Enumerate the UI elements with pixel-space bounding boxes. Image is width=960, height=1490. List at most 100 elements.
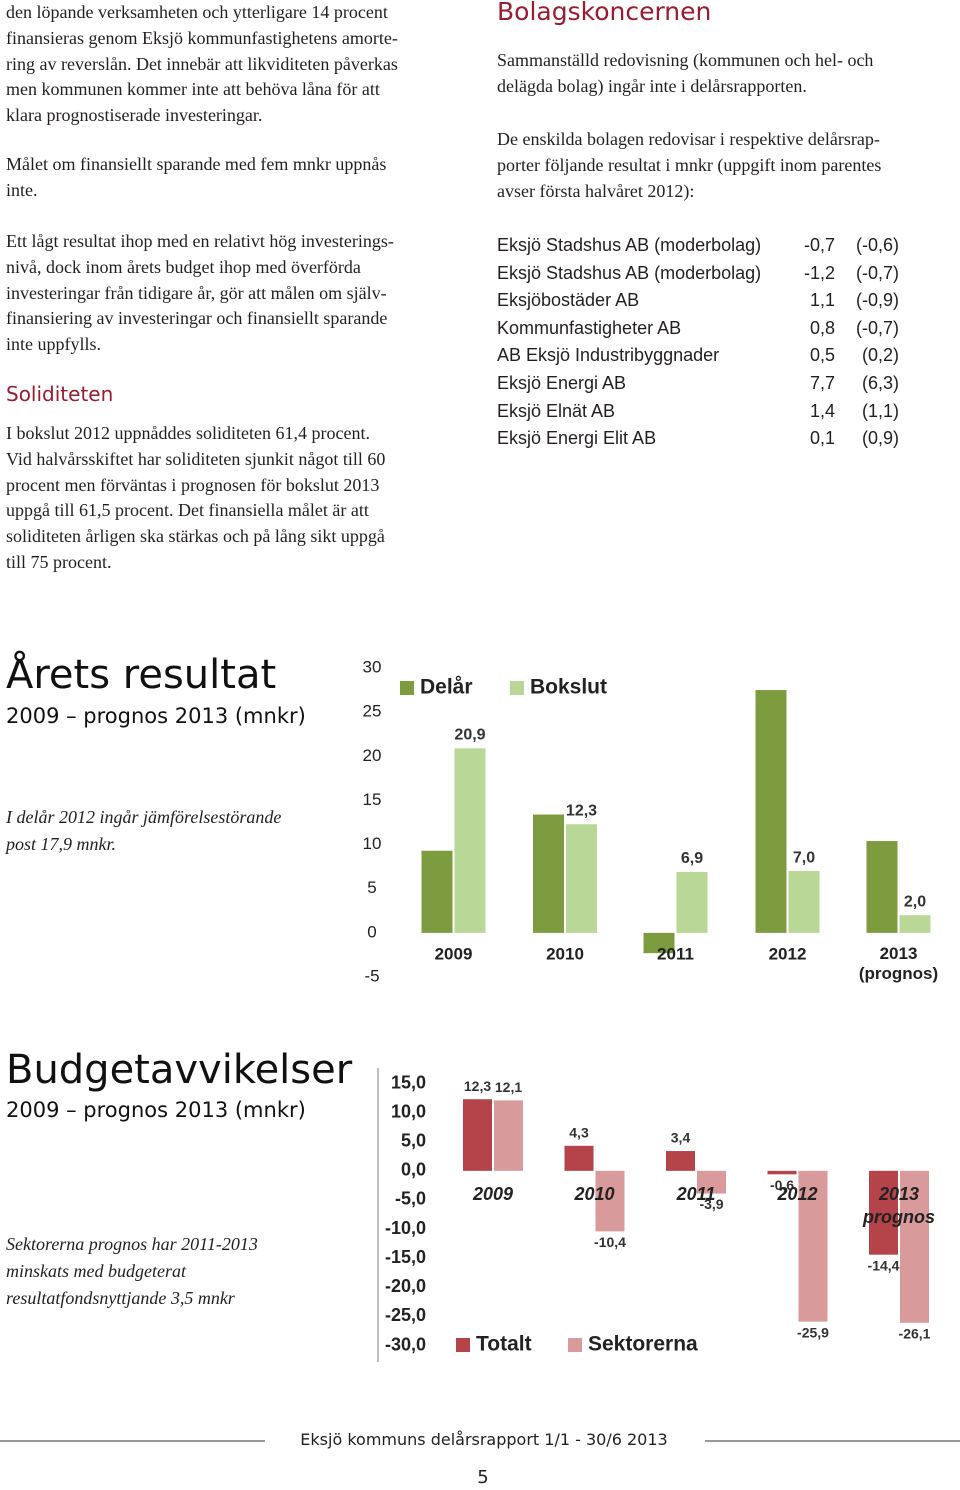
note-line: I delår 2012 ingår jämförelsestörande [6, 807, 282, 827]
y-tick-label: 5 [367, 878, 376, 897]
text-line: Vid halvårsskiftet har soliditeten sjunk… [6, 448, 386, 469]
x-tick-label: 2012 [776, 1184, 817, 1204]
legend-swatch [568, 1338, 582, 1352]
bar [899, 915, 931, 933]
value-label: -0,6 [770, 1177, 794, 1193]
text-line: finansiering av investeringar och finans… [6, 308, 388, 329]
previous-value: (-0,9) [855, 290, 899, 311]
result-value: 0,8 [809, 317, 835, 338]
heading: Soliditeten [6, 382, 114, 406]
y-tick-label: 20 [363, 746, 382, 765]
bar [666, 1151, 695, 1171]
table-row: Kommunfastigheter AB 0,8 (-0,7) [497, 315, 907, 343]
value-label: 3,4 [671, 1130, 691, 1146]
value-label: 20,9 [454, 727, 485, 744]
legend-label: Bokslut [530, 676, 607, 699]
result-value: -0,7 [803, 235, 835, 255]
bar [900, 1170, 929, 1323]
note-line: minskats med budgeterat [6, 1261, 186, 1281]
result-value: -1,2 [803, 262, 835, 283]
note-line: resultatfondsnyttjande 3,5 mnkr [6, 1288, 235, 1308]
company-name: Kommunfastigheter AB [497, 317, 682, 338]
company-table: Eksjö Stadshus AB (moderbolag) -0,7 (-0,6)… [497, 232, 907, 453]
previous-value: (-0,7) [855, 262, 899, 283]
bar [566, 824, 597, 933]
company-name: Eksjöbostäder AB [497, 290, 640, 311]
paragraph: Målet om finansiellt sparande med fem mn… [6, 152, 386, 204]
note-line: post 17,9 mnkr. [6, 834, 117, 854]
bar [494, 1100, 523, 1171]
text-line: I bokslut 2012 uppnåddes soliditeten 61,… [6, 423, 370, 443]
value-label: 12,3 [566, 802, 597, 819]
page-number: 5 [477, 1467, 489, 1488]
text-line: Sammanställd redovisning (kommunen och h… [497, 50, 874, 70]
y-tick-label: 30 [363, 657, 382, 676]
y-tick-label: -25,0 [385, 1305, 426, 1325]
chart-title: Årets resultat [6, 652, 277, 698]
y-tick-label: 0 [367, 922, 376, 941]
y-tick-label: 25 [363, 702, 382, 721]
text-line: De enskilda bolagen redovisar i respekti… [497, 129, 880, 149]
x-tick-label: 2009 [472, 1184, 513, 1204]
text-line: nivå, dock inom årets budget ihop med öv… [6, 256, 361, 277]
table-row: Eksjö Stadshus AB (moderbolag) -0,7 (-0,6) [497, 232, 907, 260]
x-tick-label: 2010 [546, 944, 584, 963]
x-tick-label: 2012 [769, 944, 807, 963]
text-line: Målet om finansiellt sparande med fem mn… [6, 154, 387, 174]
chart-subtitle: 2009 – prognos 2013 (mnkr) [6, 704, 306, 728]
x-tick-label: 2011 [676, 1184, 716, 1204]
bar [798, 1170, 828, 1322]
legend-swatch [510, 681, 524, 695]
text-line: soliditeten årligen ska stärkas och på l… [6, 526, 385, 547]
text-line: Ett lågt resultat ihop med en relativt h… [6, 231, 394, 251]
text-line: procent men förväntas i prognosen för bo… [6, 474, 380, 495]
value-label: -26,1 [899, 1325, 931, 1341]
text-line: den löpande verksamheten och ytterligare… [6, 2, 388, 22]
bar [676, 871, 708, 933]
x-tick-label: 2013 (prognos) [859, 944, 938, 983]
company-name: Eksjö Energi AB [497, 372, 627, 393]
text-line: delägda bolag) ingår inte i delårsrappor… [497, 75, 807, 96]
table-row: Eksjö Energi AB 7,7 (6,3) [497, 370, 907, 398]
text-line: ring av reverslån. Det innebär att likvi… [6, 53, 398, 74]
previous-value: (0,2) [861, 345, 899, 366]
x-tick-label: 2009 [435, 944, 473, 963]
chart-subtitle: 2009 – prognos 2013 (mnkr) [6, 1098, 306, 1122]
bar [533, 814, 564, 933]
company-name: Eksjö Stadshus AB (moderbolag) [497, 235, 762, 255]
text-line: inte uppfylls. [6, 334, 101, 355]
y-tick-label: -10,0 [385, 1218, 426, 1238]
table-row: Eksjö Energi Elit AB 0,1 (0,9) [497, 425, 907, 453]
heading: Bolagskoncernen [497, 0, 712, 26]
text-line: avser första halvåret 2012): [497, 180, 695, 201]
previous-value: (0,9) [861, 428, 899, 449]
bar [755, 690, 787, 933]
legend-swatch [456, 1338, 470, 1352]
result-value: 1,4 [809, 400, 835, 421]
legend-swatch [400, 681, 414, 695]
footer-text: Eksjö kommuns delårsrapport 1/1 - 30/6 2… [300, 1430, 668, 1449]
previous-value: (-0,6) [855, 235, 899, 255]
bar [643, 932, 675, 954]
bar [697, 1170, 726, 1194]
y-tick-label: 15,0 [391, 1072, 426, 1092]
value-label: -3,9 [699, 1196, 723, 1212]
paragraph: den löpande verksamheten och ytterligare… [6, 0, 398, 129]
bar [788, 871, 820, 933]
chart-note: Sektorerna prognos har 2011-2013 minskats… [6, 1231, 258, 1312]
value-label: 7,0 [793, 849, 815, 866]
y-tick-label: -15,0 [385, 1247, 426, 1267]
chart-note: I delår 2012 ingår jämförelsestörande pos… [6, 804, 281, 858]
table-row: Eksjö Stadshus AB (moderbolag) -1,2 (-0,7) [497, 260, 907, 288]
table-row: Eksjöbostäder AB 1,1 (-0,9) [497, 287, 907, 315]
value-label: 4,3 [569, 1125, 589, 1141]
table-row: AB Eksjö Industribyggnader 0,5 (0,2) [497, 342, 907, 370]
result-value: 0,1 [809, 428, 835, 449]
y-tick-label: -30,0 [385, 1334, 426, 1354]
text-line: finansieras genom Eksjö kommunfastighete… [6, 27, 398, 48]
value-label: 2,0 [904, 893, 926, 910]
bar [595, 1170, 625, 1232]
value-label: 6,9 [681, 850, 703, 867]
